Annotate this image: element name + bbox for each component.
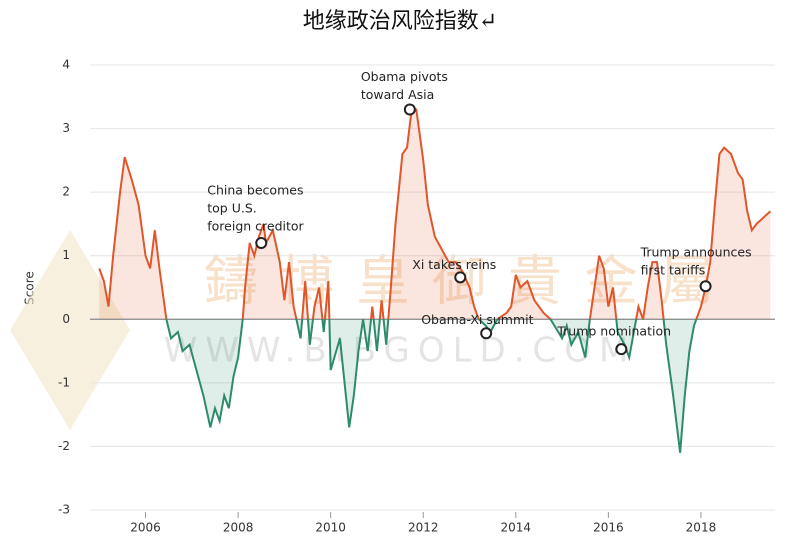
x-tick-label: 2012 (408, 521, 439, 535)
x-tick-label: 2010 (315, 521, 346, 535)
y-tick-label: -1 (58, 375, 70, 389)
annotation-text: Xi takes reins (412, 257, 496, 272)
chart-title: 地缘政治风险指数↵ (303, 9, 497, 34)
y-tick-label: 3 (62, 121, 70, 135)
annotation-marker (615, 343, 628, 356)
annotation-text: toward Asia (361, 87, 434, 102)
annotation-text: Obama pivots (361, 69, 448, 84)
annotation-text: Obama-Xi summit (421, 312, 533, 327)
annotation-marker (480, 327, 493, 340)
y-tick-label: 4 (62, 58, 70, 72)
annotation-text: top U.S. (207, 201, 257, 216)
x-tick-label: 2016 (593, 521, 624, 535)
x-tick-label: 2008 (223, 521, 254, 535)
annotation-marker (454, 271, 467, 284)
y-tick-label: -3 (58, 503, 70, 517)
y-tick-label: 1 (62, 248, 70, 262)
y-tick-label: -2 (58, 439, 70, 453)
x-tick-label: 2014 (501, 521, 532, 535)
line-negative (165, 319, 698, 453)
annotation-marker (403, 103, 416, 116)
watermark-logo (10, 230, 130, 430)
annotation-marker (699, 280, 712, 293)
line-positive (98, 108, 772, 319)
annotation-text: first tariffs (641, 263, 706, 278)
x-tick-label: 2006 (130, 521, 161, 535)
annotation-text: Trump nomination (556, 324, 671, 339)
annotation-text: China becomes (207, 183, 303, 198)
annotation-text: Trump announces (640, 245, 752, 260)
x-tick-label: 2018 (686, 521, 717, 535)
annotation-marker (255, 237, 268, 249)
y-tick-label: 2 (62, 185, 70, 199)
y-tick-label: 0 (62, 312, 70, 326)
annotation-text: foreign creditor (207, 219, 304, 234)
